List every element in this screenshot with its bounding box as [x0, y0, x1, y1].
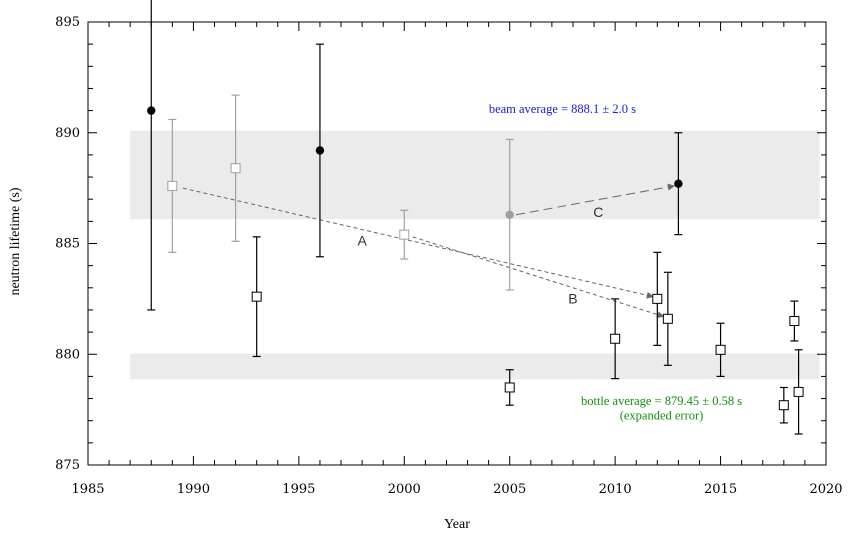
x-axis-label: Year: [444, 517, 470, 532]
x-tick-label: 1995: [282, 482, 315, 497]
arrow-label-A: A: [357, 233, 367, 249]
data-point-square: [778, 400, 789, 411]
annotation-beam: beam average = 888.1 ± 2.0 s: [489, 102, 636, 116]
data-point-square: [399, 229, 410, 240]
data-point-square: [610, 333, 621, 344]
y-tick-label: 875: [55, 458, 80, 473]
annotation-bottle1: bottle average = 879.45 ± 0.58 s: [581, 394, 742, 408]
y-tick-label: 895: [55, 15, 80, 30]
data-point-circle: [315, 146, 325, 155]
data-point-square: [715, 344, 726, 355]
arrow-B: [412, 236, 665, 319]
data-point-square: [251, 291, 262, 302]
y-tick-label: 890: [55, 126, 80, 141]
data-point-circle: [147, 106, 156, 115]
data-point-square: [504, 382, 515, 393]
data-point-square: [167, 180, 178, 191]
data-point-circle: [505, 210, 514, 219]
x-tick-label: 2010: [599, 482, 632, 497]
band-beam-average: [130, 130, 820, 220]
annotation-bottle2: (expanded error): [620, 409, 704, 423]
data-point-square: [230, 163, 241, 174]
data-point-square: [789, 316, 800, 327]
x-tick-label: 1990: [177, 482, 210, 497]
y-tick-label: 880: [55, 347, 80, 362]
arrow-A: [182, 187, 654, 299]
data-point-square: [652, 293, 663, 304]
x-tick-label: 2020: [809, 482, 842, 497]
x-tick-label: 1985: [71, 482, 104, 497]
data-point-square: [662, 313, 673, 324]
arrow-label-B: B: [568, 290, 577, 306]
x-tick-label: 2000: [388, 482, 421, 497]
data-point-square: [793, 386, 804, 397]
y-tick-label: 885: [55, 237, 80, 252]
x-tick-label: 2015: [704, 482, 737, 497]
arrow-C: [515, 183, 675, 216]
y-axis-label: neutron lifetime (s): [8, 187, 23, 295]
arrow-label-C: C: [593, 204, 603, 220]
band-bottle-average: [130, 353, 820, 380]
x-tick-label: 2005: [493, 482, 526, 497]
data-point-circle: [674, 179, 683, 188]
